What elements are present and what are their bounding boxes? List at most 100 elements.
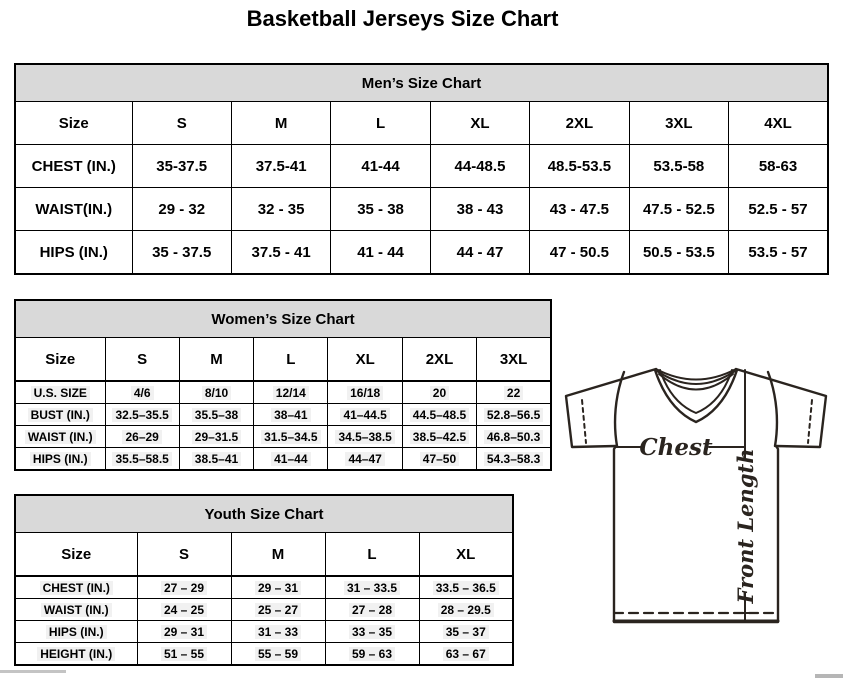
table-row: CHEST (IN.) 27 – 29 29 – 31 31 – 33.5 33… — [14, 575, 514, 599]
cell: 47–50 — [401, 447, 478, 471]
cell: 44.5–48.5 — [401, 403, 478, 426]
cell: 27 – 28 — [324, 598, 420, 621]
row-label: HEIGHT (IN.) — [14, 642, 138, 666]
table-row: HIPS (IN.) 35.5–58.5 38.5–41 41–44 44–47… — [14, 447, 552, 471]
column-header: L — [330, 101, 431, 145]
cell: 48.5-53.5 — [529, 144, 630, 188]
cell: 47 - 50.5 — [529, 230, 630, 275]
table-row: BUST (IN.) 32.5–35.5 35.5–38 38–41 41–44… — [14, 403, 552, 426]
row-label: CHEST (IN.) — [14, 575, 138, 599]
column-header: M — [230, 101, 332, 145]
cell: 22 — [476, 380, 552, 404]
womens-header-row: Size S M L XL 2XL 3XL — [14, 337, 552, 382]
front-length-label: Front Length — [733, 449, 758, 605]
youth-size-chart-table: Youth Size Chart Size S M L XL CHEST (IN… — [14, 494, 514, 666]
column-header: Size — [14, 101, 133, 145]
cell: 31 – 33.5 — [324, 575, 420, 599]
cell: 52.8–56.5 — [476, 403, 552, 426]
cell: 32 - 35 — [230, 187, 332, 231]
column-header: M — [178, 337, 255, 382]
armhole-seam-left — [613, 370, 626, 448]
cell: 59 – 63 — [324, 642, 420, 666]
cell: 35 - 38 — [330, 187, 431, 231]
table-row: U.S. SIZE 4/6 8/10 12/14 16/18 20 22 — [14, 380, 552, 404]
cuff-stitch-left — [581, 399, 587, 444]
cell: 29 – 31 — [230, 575, 326, 599]
cell: 34.5–38.5 — [327, 425, 403, 448]
cell: 53.5-58 — [628, 144, 730, 188]
page-title: Basketball Jerseys Size Chart — [246, 6, 559, 31]
cell: 46.8–50.3 — [476, 425, 552, 448]
cell: 44 - 47 — [429, 230, 531, 275]
cell: 27 – 29 — [136, 575, 232, 599]
column-header: Size — [14, 337, 106, 382]
cell: 35.5–58.5 — [104, 447, 180, 471]
collar-ribbing — [655, 368, 737, 381]
horizontal-scrollbar-fragment-left[interactable] — [0, 670, 66, 673]
cell: 35 - 37.5 — [131, 230, 232, 275]
cell: 29 - 32 — [131, 187, 232, 231]
cell: 38.5–41 — [178, 447, 255, 471]
youth-header-row: Size S M L XL — [14, 532, 514, 577]
cell: 41-44 — [330, 144, 431, 188]
cell: 38 - 43 — [429, 187, 531, 231]
cell: 52.5 - 57 — [728, 187, 829, 231]
horizontal-scrollbar-fragment-right[interactable] — [815, 674, 843, 678]
womens-size-chart-table: Women’s Size Chart Size S M L XL 2XL 3XL… — [14, 299, 552, 471]
cell: 32.5–35.5 — [104, 403, 180, 426]
cell: 41 - 44 — [330, 230, 431, 275]
cell: 16/18 — [327, 380, 403, 404]
column-header: S — [136, 532, 232, 577]
cell: 43 - 47.5 — [529, 187, 630, 231]
jersey-outline — [564, 367, 828, 624]
column-header: L — [324, 532, 420, 577]
cell: 20 — [401, 380, 478, 404]
cell: 25 – 27 — [230, 598, 326, 621]
cuff-stitch-right — [807, 399, 813, 444]
youth-chart-title: Youth Size Chart — [14, 494, 514, 533]
table-row: WAIST(IN.) 29 - 32 32 - 35 35 - 38 38 - … — [14, 187, 829, 231]
womens-chart-title: Women’s Size Chart — [14, 299, 552, 338]
collar-ribbing — [656, 370, 736, 385]
cell: 28 – 29.5 — [418, 598, 514, 621]
jersey-measurement-diagram: Chest Front Length — [564, 367, 828, 624]
cell: 55 – 59 — [230, 642, 326, 666]
cell: 41–44.5 — [327, 403, 403, 426]
cell: 33 – 35 — [324, 620, 420, 643]
armhole-seam-right — [766, 370, 779, 448]
mens-header-row: Size S M L XL 2XL 3XL 4XL — [14, 101, 829, 145]
cell: 8/10 — [178, 380, 255, 404]
column-header: S — [104, 337, 180, 382]
table-row: HEIGHT (IN.) 51 – 55 55 – 59 59 – 63 63 … — [14, 642, 514, 666]
row-label: WAIST (IN.) — [14, 425, 106, 448]
table-row: HIPS (IN.) 29 – 31 31 – 33 33 – 35 35 – … — [14, 620, 514, 643]
row-label: CHEST (IN.) — [14, 144, 133, 188]
cell: 53.5 - 57 — [728, 230, 829, 275]
row-label: BUST (IN.) — [14, 403, 106, 426]
cell: 12/14 — [253, 380, 329, 404]
row-label: U.S. SIZE — [14, 380, 106, 404]
cell: 26–29 — [104, 425, 180, 448]
column-header: 2XL — [401, 337, 478, 382]
cell: 35.5–38 — [178, 403, 255, 426]
column-header: XL — [429, 101, 531, 145]
cell: 47.5 - 52.5 — [628, 187, 730, 231]
cell: 37.5-41 — [230, 144, 332, 188]
collar-ribbing — [658, 373, 734, 391]
cell: 44–47 — [327, 447, 403, 471]
column-header: 2XL — [529, 101, 630, 145]
mens-size-chart-table: Men’s Size Chart Size S M L XL 2XL 3XL 4… — [14, 63, 829, 275]
cell: 58-63 — [728, 144, 829, 188]
row-label: WAIST(IN.) — [14, 187, 133, 231]
row-label: WAIST (IN.) — [14, 598, 138, 621]
cell: 38.5–42.5 — [401, 425, 478, 448]
vneck-inner — [659, 369, 733, 414]
column-header: L — [253, 337, 329, 382]
table-row: HIPS (IN.) 35 - 37.5 37.5 - 41 41 - 44 4… — [14, 230, 829, 275]
cell: 63 – 67 — [418, 642, 514, 666]
cell: 41–44 — [253, 447, 329, 471]
cell: 50.5 - 53.5 — [628, 230, 730, 275]
cell: 29 – 31 — [136, 620, 232, 643]
cell: 4/6 — [104, 380, 180, 404]
